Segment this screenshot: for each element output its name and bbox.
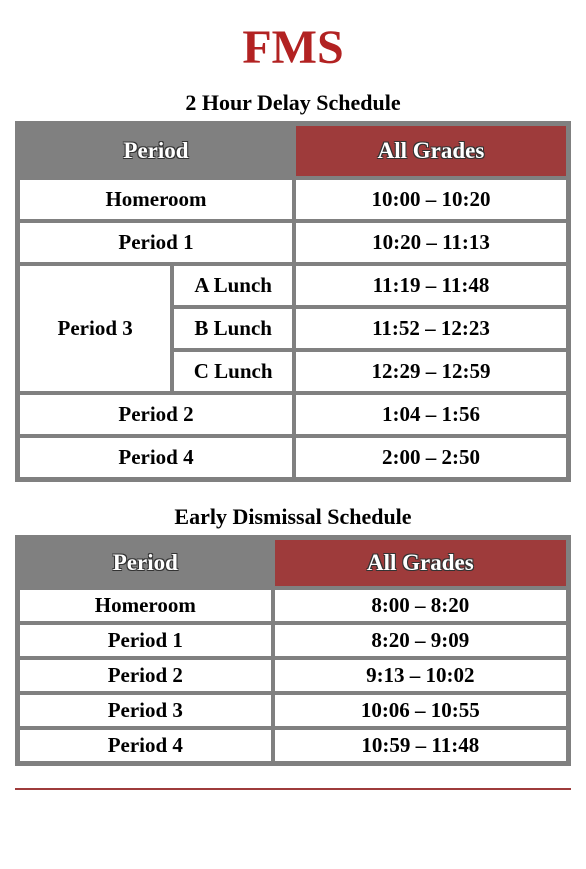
time-cell: 12:29 – 12:59: [295, 351, 567, 392]
table-row: Period 3 10:06 – 10:55: [19, 694, 567, 727]
time-cell: 8:00 – 8:20: [274, 589, 567, 622]
time-cell: 11:19 – 11:48: [295, 265, 567, 306]
time-cell: 8:20 – 9:09: [274, 624, 567, 657]
table-row: Homeroom 10:00 – 10:20: [19, 179, 567, 220]
page-title: FMS: [15, 20, 571, 75]
schedule-table-delay: Period All Grades Homeroom 10:00 – 10:20…: [15, 121, 571, 482]
table-row: Period 1 10:20 – 11:13: [19, 222, 567, 263]
table-row: Period 3 A Lunch 11:19 – 11:48: [19, 265, 567, 306]
time-cell: 10:59 – 11:48: [274, 729, 567, 762]
time-cell: 9:13 – 10:02: [274, 659, 567, 692]
table-row: Period 4 2:00 – 2:50: [19, 437, 567, 478]
header-grades: All Grades: [295, 125, 567, 177]
period-cell: Period 4: [19, 437, 293, 478]
period-cell: Period 2: [19, 659, 272, 692]
lunch-cell: A Lunch: [173, 265, 293, 306]
period-cell: Homeroom: [19, 589, 272, 622]
table-row: Period 2 9:13 – 10:02: [19, 659, 567, 692]
period-cell: Period 1: [19, 222, 293, 263]
table-row: Period 1 8:20 – 9:09: [19, 624, 567, 657]
header-period: Period: [19, 125, 293, 177]
bottom-divider: [15, 788, 571, 790]
period-group-cell: Period 3: [19, 265, 171, 392]
time-cell: 2:00 – 2:50: [295, 437, 567, 478]
lunch-cell: C Lunch: [173, 351, 293, 392]
time-cell: 11:52 – 12:23: [295, 308, 567, 349]
header-grades: All Grades: [274, 539, 567, 587]
table-header-row: Period All Grades: [19, 125, 567, 177]
time-cell: 10:06 – 10:55: [274, 694, 567, 727]
table-row: Period 4 10:59 – 11:48: [19, 729, 567, 762]
time-cell: 10:00 – 10:20: [295, 179, 567, 220]
period-cell: Period 2: [19, 394, 293, 435]
lunch-cell: B Lunch: [173, 308, 293, 349]
period-cell: Period 3: [19, 694, 272, 727]
time-cell: 1:04 – 1:56: [295, 394, 567, 435]
table-row: Period 2 1:04 – 1:56: [19, 394, 567, 435]
header-period: Period: [19, 539, 272, 587]
table-header-row: Period All Grades: [19, 539, 567, 587]
schedule-title: 2 Hour Delay Schedule: [15, 90, 571, 116]
schedule-title: Early Dismissal Schedule: [15, 504, 571, 530]
schedule-table-early: Period All Grades Homeroom 8:00 – 8:20 P…: [15, 535, 571, 766]
table-row: Homeroom 8:00 – 8:20: [19, 589, 567, 622]
period-cell: Period 1: [19, 624, 272, 657]
period-cell: Homeroom: [19, 179, 293, 220]
period-cell: Period 4: [19, 729, 272, 762]
time-cell: 10:20 – 11:13: [295, 222, 567, 263]
